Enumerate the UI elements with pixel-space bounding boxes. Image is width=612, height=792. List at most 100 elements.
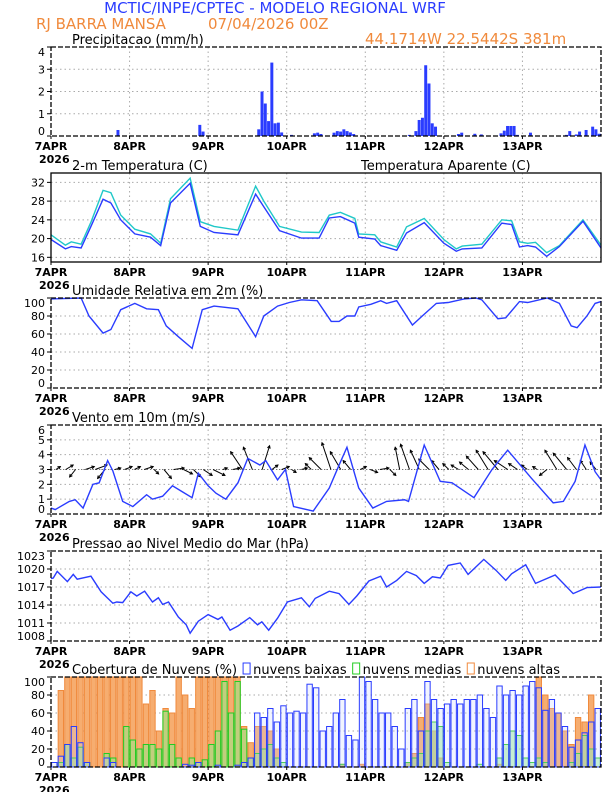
cloud-bar-nuvens-baixas (535, 687, 542, 768)
cloud-bar-nuvens-baixas (502, 694, 510, 768)
cloud-bar-nuvens-baixas (496, 685, 503, 768)
wind-vector (508, 463, 518, 470)
wind-vector-head (237, 466, 242, 471)
wind-vector (230, 451, 243, 470)
cloud-bar-nuvens-baixas (319, 730, 326, 768)
legend-low-swatch (242, 662, 251, 675)
x-tick-label: 10APR (267, 645, 308, 658)
wind-vector (304, 463, 312, 470)
wind-vector-head (129, 465, 134, 470)
wind-vector-head (304, 462, 309, 467)
cloud-bar-nuvens-baixas (286, 712, 294, 768)
cloud-bar-nuvens-baixas (581, 732, 588, 768)
cloud-bar-nuvens-medias (227, 712, 235, 768)
precip-bar (352, 133, 356, 136)
cloud-bar-nuvens-baixas (437, 708, 444, 768)
wind-vector (552, 452, 568, 470)
wind-vector-head (465, 455, 470, 460)
x-tick-label: 8APR (113, 518, 146, 531)
cloud-bar-nuvens-baixas (83, 762, 91, 768)
cloud-bar-nuvens-baixas (450, 699, 457, 768)
wind-vector-head (57, 465, 62, 470)
cloud-bar-nuvens-baixas (332, 712, 339, 768)
precip-bar (260, 91, 264, 136)
cloud-bar-nuvens-baixas (443, 703, 451, 768)
x-tick-label: 13APR (502, 518, 543, 531)
cloud-bar-nuvens-baixas (267, 708, 274, 768)
cloud-bar-nuvens-medias (221, 681, 228, 768)
panel-temp: 16 20 24 28 32 7APR 8APR 9APR 10APR 11APR 12APR 13A… (31, 172, 602, 292)
wind-vector (321, 442, 332, 470)
x-tick-label: 11APR (345, 266, 386, 279)
cloud-bar-nuvens-baixas (430, 699, 438, 768)
x-tick-label: 11APR (345, 645, 386, 658)
header-title: MCTIC/INPE/CPTEC - MODELO REGIONAL WRF (104, 0, 446, 17)
cloud-bar-nuvens-medias (168, 744, 176, 768)
cloud-bar-nuvens-medias (214, 730, 222, 768)
clouds-legend: nuvens baixas nuvens medias nuvens altas (242, 662, 560, 678)
x-tick-label: 12APR (424, 771, 465, 784)
cloud-bar-nuvens-medias (240, 728, 248, 768)
precip-bar (584, 129, 588, 136)
cloud-bar-nuvens-baixas (594, 708, 601, 768)
y-tick-label: 1023 (17, 550, 45, 563)
cloud-bar-nuvens-medias (208, 744, 215, 768)
cloud-bar-nuvens-baixas (51, 762, 58, 768)
cloud-bar-nuvens-medias (142, 744, 150, 768)
precip-bar (345, 131, 349, 136)
cloud-bar-nuvens-baixas (240, 762, 248, 768)
x-tick-label: 9APR (192, 771, 225, 784)
cloud-bar-nuvens-baixas (529, 681, 536, 768)
legend-mid-label: nuvens medias (363, 663, 462, 678)
cloud-bar-nuvens-altas (116, 676, 123, 768)
cloud-bar-nuvens-baixas (424, 681, 431, 768)
cloud-bar-nuvens-altas (201, 676, 209, 768)
x-tick-label: 7APR (35, 140, 68, 153)
cloud-bar-nuvens-baixas (483, 708, 490, 768)
cloud-bar-nuvens-medias (129, 739, 137, 768)
cloud-bar-nuvens-baixas (548, 699, 556, 768)
wind-vector-head (304, 466, 309, 471)
x-tick-label: 7APR (35, 392, 68, 405)
wind-vector-head (274, 464, 279, 468)
clouds-title: Cobertura de Nuvens (%) (72, 663, 237, 678)
rh-line (50, 297, 602, 350)
wind-vector (65, 464, 74, 470)
y-tick-label: 32 (31, 176, 45, 189)
precip-bar (348, 132, 352, 136)
y-tick-label: 3 (38, 63, 45, 76)
wind-vector (521, 464, 528, 470)
wind-vector (124, 466, 133, 470)
cloud-bar-nuvens-baixas (470, 699, 477, 768)
precip-bar (434, 126, 438, 136)
cloud-bar-nuvens-baixas (404, 708, 412, 768)
cloud-bar-nuvens-baixas (568, 746, 575, 768)
wind-vector (360, 466, 367, 470)
x-tick-label: 8APR (113, 140, 146, 153)
x-tick-label: 12APR (424, 140, 465, 153)
temp-title: 2-m Temperatura (C) (72, 159, 208, 174)
cloud-bar-nuvens-baixas (542, 709, 549, 768)
wind-vector-head (320, 441, 325, 446)
wind-vector (163, 469, 172, 479)
wind-vector-head (399, 443, 404, 448)
cloud-bar-nuvens-altas (182, 694, 189, 768)
wind-vector-head (442, 462, 446, 467)
cloud-bar-nuvens-baixas (273, 721, 281, 768)
wind-vector (232, 467, 241, 470)
cloud-bar-nuvens-baixas (254, 712, 261, 768)
cloud-bar-nuvens-baixas (280, 705, 287, 768)
wind-vector-head (242, 446, 247, 451)
precip-bar (499, 133, 503, 136)
wind-vector-head (117, 466, 122, 471)
wind-vector (389, 469, 397, 476)
y-tick-label: 40 (31, 725, 45, 738)
wind-vector-head (155, 470, 160, 475)
cloud-bar-nuvens-baixas (182, 763, 189, 768)
cloud-bar-nuvens-baixas (385, 712, 392, 768)
header-coords: 44.1714W 22.5442S 381m (365, 30, 566, 48)
y-tick-label: 0 (38, 503, 45, 516)
precip-bar (276, 122, 280, 136)
cloud-bar-nuvens-baixas (247, 757, 254, 768)
precip-title: Precipitacao (mm/h) (72, 33, 204, 48)
